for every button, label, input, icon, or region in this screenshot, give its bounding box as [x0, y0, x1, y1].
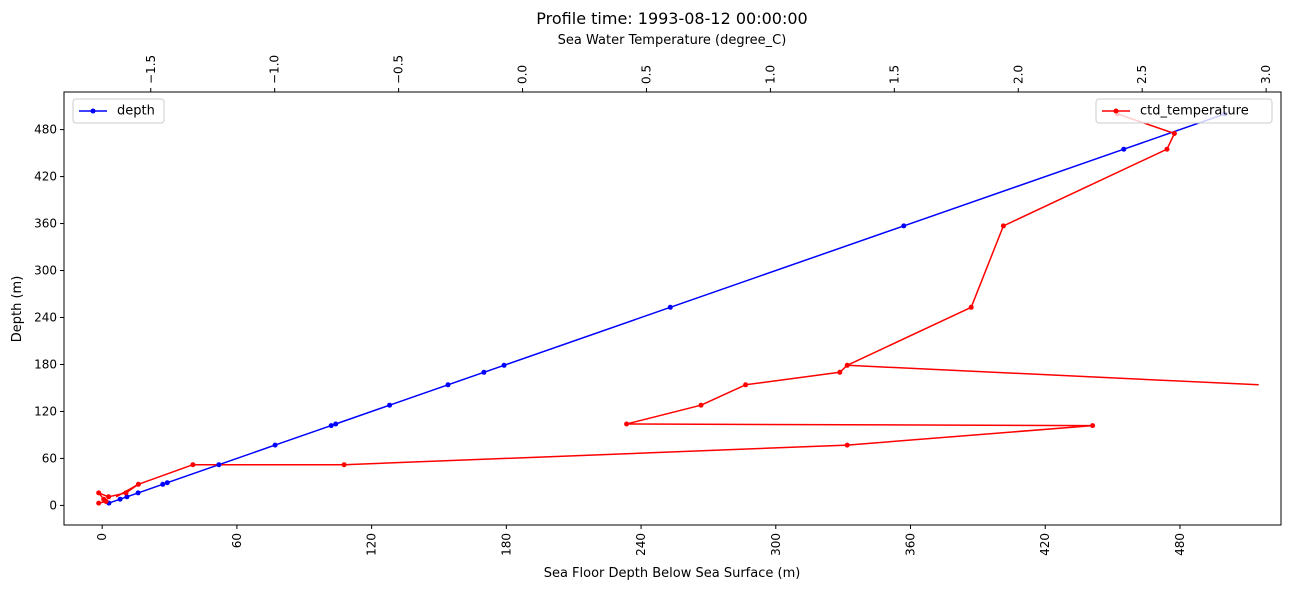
bottom-tick-label: 360: [904, 533, 918, 556]
data-point-ctd_temperature: [1171, 131, 1177, 136]
top-tick-label: 1.5: [887, 65, 901, 84]
legend-layer: depth ctd_temperature: [72, 98, 1273, 124]
bottom-tick-label: 0: [95, 533, 109, 541]
bottom-tick-label: 480: [1173, 533, 1187, 556]
bottom-tick-label: 300: [769, 533, 783, 556]
top-tick-label: −1.5: [144, 55, 158, 84]
data-point-ctd_temperature: [190, 462, 196, 468]
legend-marker: [90, 108, 96, 114]
bottom-tick-label: 180: [499, 533, 513, 556]
y-tick-label: 420: [34, 170, 57, 184]
data-point-depth: [1121, 146, 1127, 152]
plot-frame: [63, 91, 1282, 526]
data-point-ctd_temperature: [1000, 223, 1006, 229]
data-point-ctd_temperature: [135, 481, 141, 487]
data-point-depth: [667, 304, 673, 310]
legend-box: [72, 98, 165, 124]
data-point-ctd_temperature: [101, 496, 107, 502]
y-tick-label: 480: [34, 123, 57, 137]
data-point-ctd_temperature: [106, 494, 112, 500]
data-point-ctd_temperature: [698, 402, 704, 408]
data-point-depth: [501, 362, 507, 368]
top-tick-label: 1.0: [763, 65, 777, 84]
y-tick-label: 0: [49, 498, 57, 512]
top-tick-label: 2.0: [1011, 65, 1025, 84]
data-point-depth: [135, 490, 141, 496]
data-point-depth: [164, 480, 170, 486]
y-tick-label: 360: [34, 217, 57, 231]
data-point-depth: [124, 494, 130, 500]
legend-label: ctd_temperature: [1140, 104, 1249, 119]
bottom-tick-label: 240: [634, 533, 648, 556]
data-point-depth: [333, 421, 339, 427]
top-axis-label: Sea Water Temperature (degree_C): [558, 33, 787, 48]
data-point-ctd_temperature: [624, 421, 630, 427]
data-point-depth: [387, 402, 393, 408]
bottom-axis-label: Sea Floor Depth Below Sea Surface (m): [544, 566, 801, 581]
data-point-ctd_temperature: [341, 462, 347, 468]
ticks-layer: 0 60 120 180 240 300 360 420 480 −1.5 −1.0 −0.5 0.0 0…: [34, 55, 1273, 556]
y-tick-label: 300: [34, 264, 57, 278]
data-point-depth: [117, 496, 123, 502]
bottom-tick-label: 120: [365, 533, 379, 556]
y-tick-label: 180: [34, 357, 57, 371]
top-tick-label: 2.5: [1135, 65, 1149, 84]
series-line-ctd_temperature: [97, 113, 1176, 504]
data-point-depth: [272, 442, 278, 448]
legend-ctd_temperature: ctd_temperature: [1095, 98, 1273, 124]
data-point-ctd_temperature: [968, 304, 974, 310]
legend-label: depth: [117, 104, 155, 119]
chart-title: Profile time: 1993-08-12 00:00:00: [536, 9, 807, 28]
data-point-depth: [901, 223, 907, 229]
top-tick-label: 0.5: [639, 65, 653, 84]
data-point-depth: [445, 382, 451, 388]
top-tick-label: 0.0: [516, 65, 530, 84]
y-tick-label: 60: [42, 451, 57, 465]
series-segment-ctd_temperature: [847, 364, 1259, 386]
bottom-tick-label: 420: [1038, 533, 1052, 556]
legend-box: [1095, 98, 1273, 124]
legend-marker: [1113, 108, 1119, 114]
legend-depth: depth: [72, 98, 165, 124]
top-tick-label: −0.5: [392, 55, 406, 84]
data-point-ctd_temperature: [96, 490, 102, 496]
bottom-tick-label: 60: [230, 533, 244, 548]
y-axis-label: Depth (m): [10, 276, 25, 343]
data-point-ctd_temperature: [1090, 423, 1096, 429]
series-layer: [96, 111, 1259, 506]
series-segment-ctd_temperature: [115, 483, 139, 498]
data-point-ctd_temperature: [844, 362, 850, 368]
data-point-ctd_temperature: [743, 382, 749, 388]
data-point-ctd_temperature: [1164, 146, 1170, 152]
data-point-ctd_temperature: [96, 500, 102, 506]
top-tick-label: −1.0: [268, 55, 282, 84]
data-point-ctd_temperature: [844, 442, 850, 448]
data-point-depth: [481, 369, 487, 375]
top-tick-label: 3.0: [1259, 65, 1273, 84]
data-point-ctd_temperature: [123, 490, 129, 496]
data-point-depth: [160, 481, 166, 487]
data-point-depth: [328, 423, 334, 429]
y-tick-label: 120: [34, 404, 57, 418]
data-point-depth: [216, 462, 222, 468]
y-tick-label: 240: [34, 311, 57, 325]
data-point-ctd_temperature: [837, 369, 843, 375]
